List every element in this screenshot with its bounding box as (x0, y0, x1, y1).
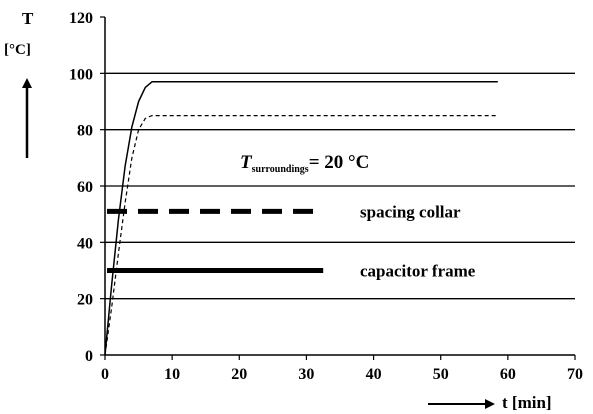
x-tick-label: 70 (567, 366, 583, 383)
x-axis-label: t [min] (502, 393, 552, 412)
y-axis-unit: [°C] (4, 42, 31, 58)
x-tick-label: 30 (298, 366, 314, 383)
y-tick-label: 60 (77, 179, 93, 196)
x-tick-label: 20 (231, 366, 247, 383)
gridlines (105, 72, 575, 300)
legend: spacing collar capacitor frame (107, 202, 476, 281)
series-lines (104, 81, 498, 356)
axes (100, 16, 576, 360)
y-tick-label: 120 (69, 10, 93, 27)
series-spacing-collar (104, 114, 498, 356)
x-tick-label: 40 (366, 366, 382, 383)
y-tick-label: 80 (77, 123, 93, 140)
legend-label-capacitor-frame: capacitor frame (360, 262, 476, 281)
y-axis-symbol: T (22, 9, 34, 28)
x-tick-label: 0 (101, 366, 109, 383)
y-tick-label: 100 (69, 66, 93, 83)
y-tick-label: 40 (77, 235, 93, 252)
legend-label-spacing-collar: spacing collar (360, 202, 461, 221)
x-tick-label: 10 (164, 366, 180, 383)
y-tick-label: 20 (77, 292, 93, 309)
surroundings-annotation: Tsurroundings= 20 °C (240, 152, 369, 175)
y-tick-label: 0 (85, 348, 93, 365)
series-capacitor-frame (104, 81, 498, 356)
x-tick-label: 50 (433, 366, 449, 383)
x-tick-label: 60 (500, 366, 516, 383)
tick-labels: 0 10 20 30 40 50 60 70 0 20 40 60 80 100 120 (69, 10, 583, 383)
